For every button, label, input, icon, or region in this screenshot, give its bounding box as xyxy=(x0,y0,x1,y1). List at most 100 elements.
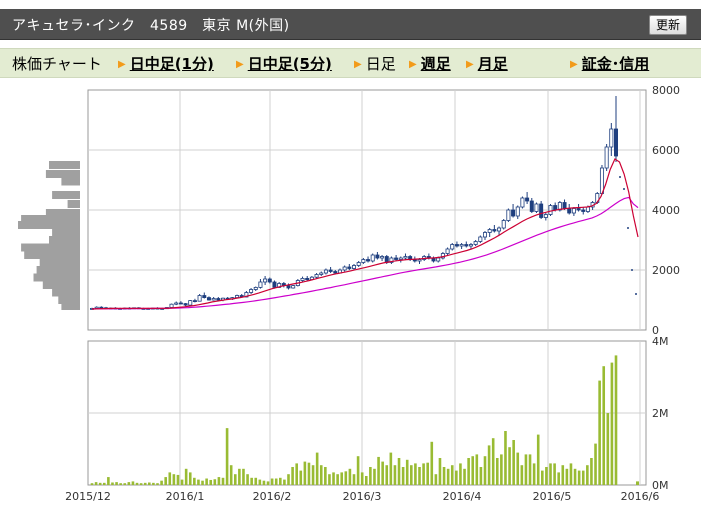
x-tick-label: 2016/2 xyxy=(253,490,292,503)
volume-bar xyxy=(205,478,208,485)
candle-body xyxy=(94,306,99,309)
volume-profile-bar xyxy=(52,288,80,297)
candle-body xyxy=(468,244,473,247)
volume-bar xyxy=(528,454,532,485)
volume-bar xyxy=(152,482,155,485)
volume-bar xyxy=(188,472,192,485)
volume-bar xyxy=(119,483,122,485)
volume-bar xyxy=(139,483,143,485)
x-tick-label: 2016/1 xyxy=(166,490,205,503)
volume-bar xyxy=(479,467,483,485)
volume-bar xyxy=(274,478,278,485)
volume-bar xyxy=(360,472,364,485)
nav-intraday-5min[interactable]: ▶ 日中足(5分) xyxy=(236,55,332,73)
candle-body xyxy=(473,241,478,245)
candle-body xyxy=(305,277,310,280)
volume-bar xyxy=(270,478,274,485)
volume-profile-bar xyxy=(24,251,80,259)
volume-bar xyxy=(577,470,581,485)
candle-body xyxy=(351,265,356,269)
volume-bar xyxy=(315,452,319,485)
volume-bar xyxy=(107,477,110,485)
volume-bar xyxy=(524,454,528,485)
price-tick-label: 4000 xyxy=(652,204,680,217)
volume-bar xyxy=(217,477,221,485)
candle-body xyxy=(314,274,319,278)
candle-body xyxy=(169,303,174,308)
nav-weekly[interactable]: ▶ 週足 xyxy=(409,55,451,73)
volume-bar xyxy=(201,480,204,485)
x-tick-label: 2016/3 xyxy=(343,490,382,503)
candle-body xyxy=(557,202,562,211)
volume-bar xyxy=(197,479,200,485)
volume-bar xyxy=(90,483,94,485)
candle-body xyxy=(604,146,609,169)
volume-bar xyxy=(610,362,614,485)
nav-margin[interactable]: ▶ 証金･信用 xyxy=(570,55,650,73)
volume-bar xyxy=(164,477,167,485)
volume-bar xyxy=(495,458,499,485)
volume-bar xyxy=(373,468,376,485)
candle-body xyxy=(319,272,324,275)
ma-short-line xyxy=(91,158,639,310)
candle-body xyxy=(529,200,534,212)
volume-profile-bar xyxy=(18,221,80,229)
candle-body xyxy=(291,285,296,289)
volume-bar xyxy=(541,470,544,485)
candle-body xyxy=(211,298,216,301)
volume-bar xyxy=(127,482,131,485)
volume-bar xyxy=(123,483,127,485)
volume-bar xyxy=(287,474,290,485)
candle-body xyxy=(571,208,576,214)
volume-bar xyxy=(434,474,438,485)
volume-bar xyxy=(115,482,118,485)
volume-bar xyxy=(636,481,639,485)
candle-body xyxy=(244,292,249,298)
volume-bar xyxy=(160,480,163,485)
volume-bar xyxy=(459,463,462,485)
nav-intraday-1min[interactable]: ▶ 日中足(1分) xyxy=(118,55,214,73)
candle-body xyxy=(553,205,558,211)
volume-bar xyxy=(565,468,569,485)
volume-bar xyxy=(545,467,548,485)
volume-bar xyxy=(311,465,315,485)
volume-bar xyxy=(471,456,475,485)
volume-bar xyxy=(172,474,176,485)
nav-monthly[interactable]: ▶ 月足 xyxy=(466,55,508,73)
candle-body xyxy=(398,257,403,260)
volume-bar xyxy=(94,482,98,485)
volume-bar xyxy=(229,465,233,485)
volume-profile-bar xyxy=(61,177,80,186)
volume-profile-bar xyxy=(45,170,80,178)
volume-bar xyxy=(430,441,434,485)
candle-body xyxy=(300,277,305,281)
volume-bar xyxy=(438,458,442,485)
x-tick-label: 2016/5 xyxy=(533,490,572,503)
volume-bar xyxy=(467,458,470,485)
volume-bar xyxy=(283,479,286,485)
volume-bar xyxy=(487,445,491,485)
refresh-button[interactable]: 更新 xyxy=(648,15,687,35)
x-tick-label: 2016/6 xyxy=(621,490,660,503)
volume-bar xyxy=(184,468,188,485)
volume-bar xyxy=(414,463,417,485)
volume-bar xyxy=(213,479,217,485)
candle-body xyxy=(249,289,254,293)
volume-bar xyxy=(504,431,507,485)
volume-bar xyxy=(156,483,159,485)
volume-bar xyxy=(356,456,360,485)
volume-bar xyxy=(168,472,172,485)
volume-tick-label: 0M xyxy=(652,479,669,492)
candle-body xyxy=(178,302,183,305)
volume-bar xyxy=(475,454,479,485)
volume-bar xyxy=(520,465,524,485)
volume-bar xyxy=(549,463,552,485)
price-tick-label: 0 xyxy=(652,324,659,337)
volume-profile-bar xyxy=(58,296,80,304)
volume-bar xyxy=(573,468,577,485)
volume-bar xyxy=(561,465,565,485)
title-bar: アキュセラ･インク 4589 東京 M(外国) 更新 xyxy=(0,9,701,40)
volume-profile-bar xyxy=(42,281,80,289)
candle-body xyxy=(272,281,277,288)
volume-bar xyxy=(393,465,397,485)
